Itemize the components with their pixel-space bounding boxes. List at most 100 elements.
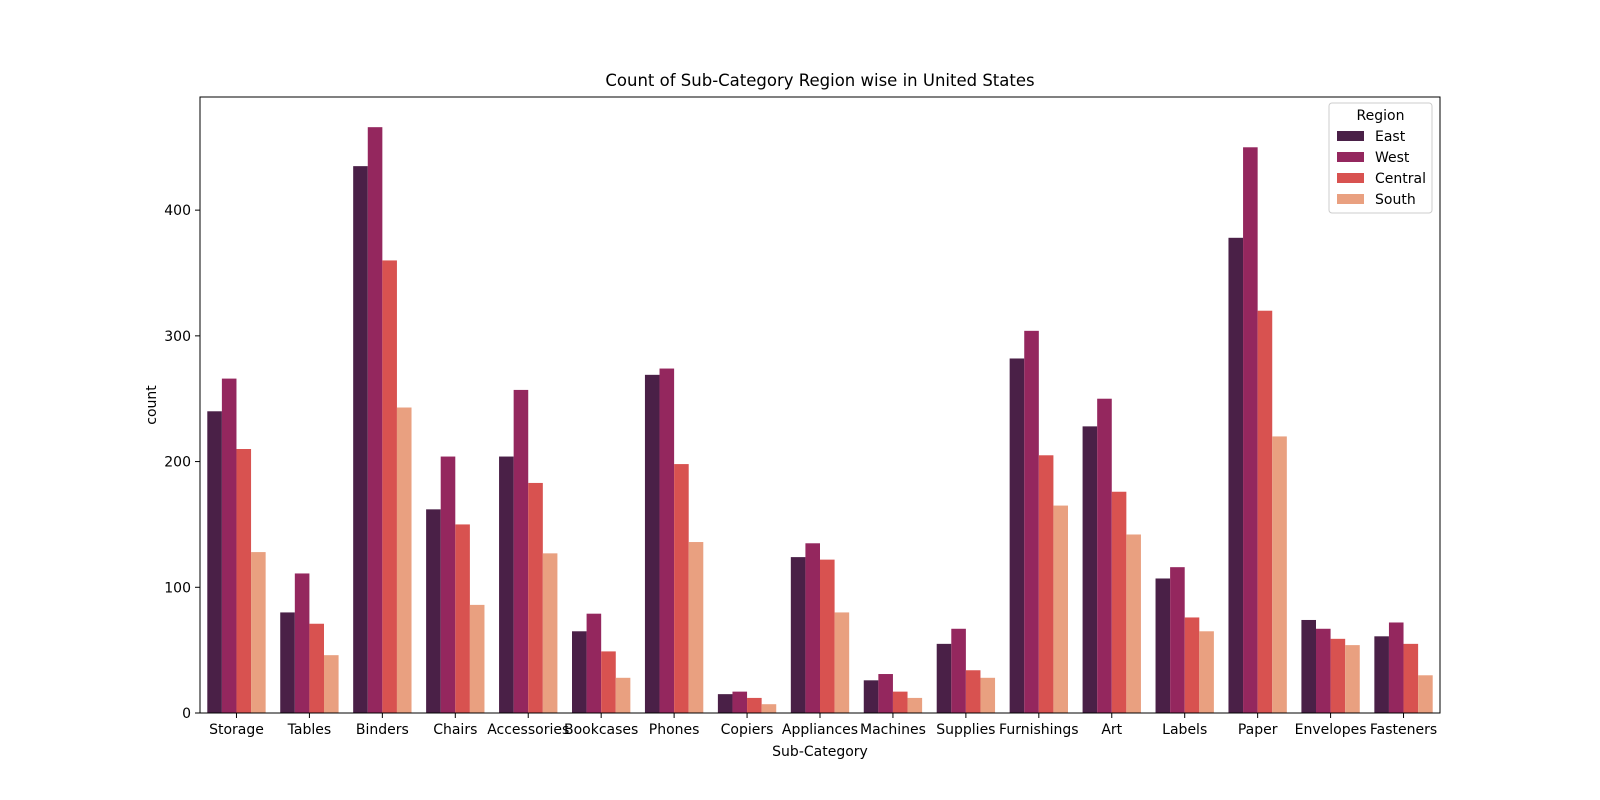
legend-label-central: Central	[1375, 171, 1426, 187]
bar-paper-south	[1272, 436, 1287, 713]
bar-bookcases-west	[586, 613, 602, 713]
bar-appliances-central	[820, 559, 835, 713]
bar-fasteners-south	[1418, 675, 1433, 713]
x-tick-label-furnishings: Furnishings	[999, 722, 1079, 738]
y-tick-label: 300	[164, 329, 191, 345]
bar-art-east	[1082, 426, 1098, 713]
x-tick-label-supplies: Supplies	[936, 722, 995, 738]
bar-accessories-west	[513, 389, 529, 713]
x-tick-label-machines: Machines	[860, 722, 926, 738]
y-tick-label: 0	[182, 706, 191, 722]
legend-title: Region	[1357, 108, 1405, 124]
x-tick-label-accessories: Accessories	[487, 722, 569, 738]
bar-fasteners-east	[1374, 636, 1389, 713]
bar-phones-south	[688, 542, 704, 713]
y-tick-label: 400	[164, 203, 191, 219]
bar-labels-central	[1184, 617, 1200, 713]
bar-envelopes-south	[1345, 645, 1360, 713]
bar-bookcases-central	[601, 651, 616, 713]
bar-accessories-east	[499, 456, 514, 713]
x-tick-label-paper: Paper	[1238, 722, 1278, 738]
x-tick-label-copiers: Copiers	[721, 722, 774, 738]
legend-swatch-west	[1337, 152, 1364, 162]
x-tick-label-storage: Storage	[209, 722, 264, 738]
x-tick-label-binders: Binders	[356, 722, 409, 738]
legend: Region East West Central South	[1328, 102, 1433, 214]
legend-label-east: East	[1375, 129, 1406, 145]
x-tick-label-appliances: Appliances	[782, 722, 858, 738]
bar-copiers-west	[732, 691, 748, 713]
bar-envelopes-west	[1316, 628, 1331, 713]
legend-swatch-central	[1337, 173, 1364, 183]
x-tick-label-envelopes: Envelopes	[1295, 722, 1367, 738]
chart-title: Count of Sub-Category Region wise in Uni…	[605, 71, 1034, 90]
bar-chairs-east	[426, 509, 441, 713]
bar-copiers-south	[761, 704, 777, 713]
bar-labels-west	[1170, 567, 1185, 713]
x-tick-label-labels: Labels	[1162, 722, 1207, 738]
y-tick-label: 100	[164, 580, 191, 596]
bar-chairs-south	[469, 604, 485, 713]
bar-supplies-central	[965, 670, 981, 713]
bar-storage-central	[236, 449, 252, 713]
bar-accessories-central	[528, 482, 543, 713]
bar-binders-east	[353, 166, 368, 714]
bar-machines-west	[878, 674, 893, 713]
bar-copiers-central	[747, 697, 762, 713]
x-tick-label-phones: Phones	[649, 722, 700, 738]
bar-tables-central	[309, 623, 324, 713]
bar-appliances-south	[834, 612, 850, 713]
bar-machines-east	[863, 680, 879, 713]
x-tick-label-chairs: Chairs	[433, 722, 477, 738]
bar-binders-west	[367, 127, 383, 713]
bar-bookcases-east	[572, 631, 587, 713]
bar-storage-east	[207, 411, 222, 713]
bar-phones-east	[644, 374, 660, 713]
bar-bookcases-south	[615, 677, 631, 713]
bar-chairs-central	[455, 524, 470, 713]
x-tick-label-tables: Tables	[287, 722, 332, 738]
bar-tables-west	[294, 573, 310, 713]
bar-machines-south	[907, 697, 923, 713]
legend-label-west: West	[1375, 150, 1410, 166]
y-axis: 0 100 200 300 400	[164, 203, 200, 722]
y-tick-label: 200	[164, 455, 191, 471]
bar-art-west	[1097, 398, 1112, 713]
bar-machines-central	[892, 691, 908, 713]
bar-storage-west	[221, 378, 237, 713]
bar-furnishings-central	[1038, 455, 1054, 713]
bar-phones-central	[674, 464, 689, 713]
bar-binders-south	[396, 407, 412, 713]
x-tick-label-fasteners: Fasteners	[1370, 722, 1437, 738]
bar-copiers-east	[717, 694, 733, 713]
bar-envelopes-east	[1301, 619, 1316, 713]
bar-supplies-east	[936, 643, 952, 713]
bar-appliances-west	[805, 543, 820, 713]
bar-tables-south	[324, 655, 339, 713]
bar-phones-west	[659, 368, 675, 713]
bar-paper-east	[1228, 237, 1244, 714]
bar-fasteners-west	[1388, 622, 1404, 713]
bar-chairs-west	[440, 456, 456, 713]
legend-label-south: South	[1375, 192, 1416, 208]
x-tick-label-art: Art	[1101, 722, 1122, 738]
legend-swatch-south	[1337, 194, 1364, 204]
bar-labels-south	[1199, 631, 1214, 713]
bar-furnishings-west	[1024, 330, 1039, 713]
bar-tables-east	[280, 612, 295, 713]
x-axis: Storage Tables Binders Chairs AccessoriesBoo…	[209, 713, 1437, 738]
bar-furnishings-south	[1053, 505, 1068, 713]
bar-art-central	[1111, 491, 1127, 713]
bar-storage-south	[251, 552, 266, 713]
bar-paper-central	[1257, 310, 1273, 713]
x-tick-label-bookcases: Bookcases	[564, 722, 638, 738]
bar-art-south	[1126, 534, 1141, 713]
legend-swatch-east	[1337, 131, 1364, 141]
x-axis-label: Sub-Category	[772, 744, 868, 760]
bar-supplies-south	[980, 677, 996, 713]
bar-labels-east	[1155, 578, 1171, 713]
bar-paper-west	[1243, 147, 1258, 714]
bar-supplies-west	[951, 628, 966, 713]
